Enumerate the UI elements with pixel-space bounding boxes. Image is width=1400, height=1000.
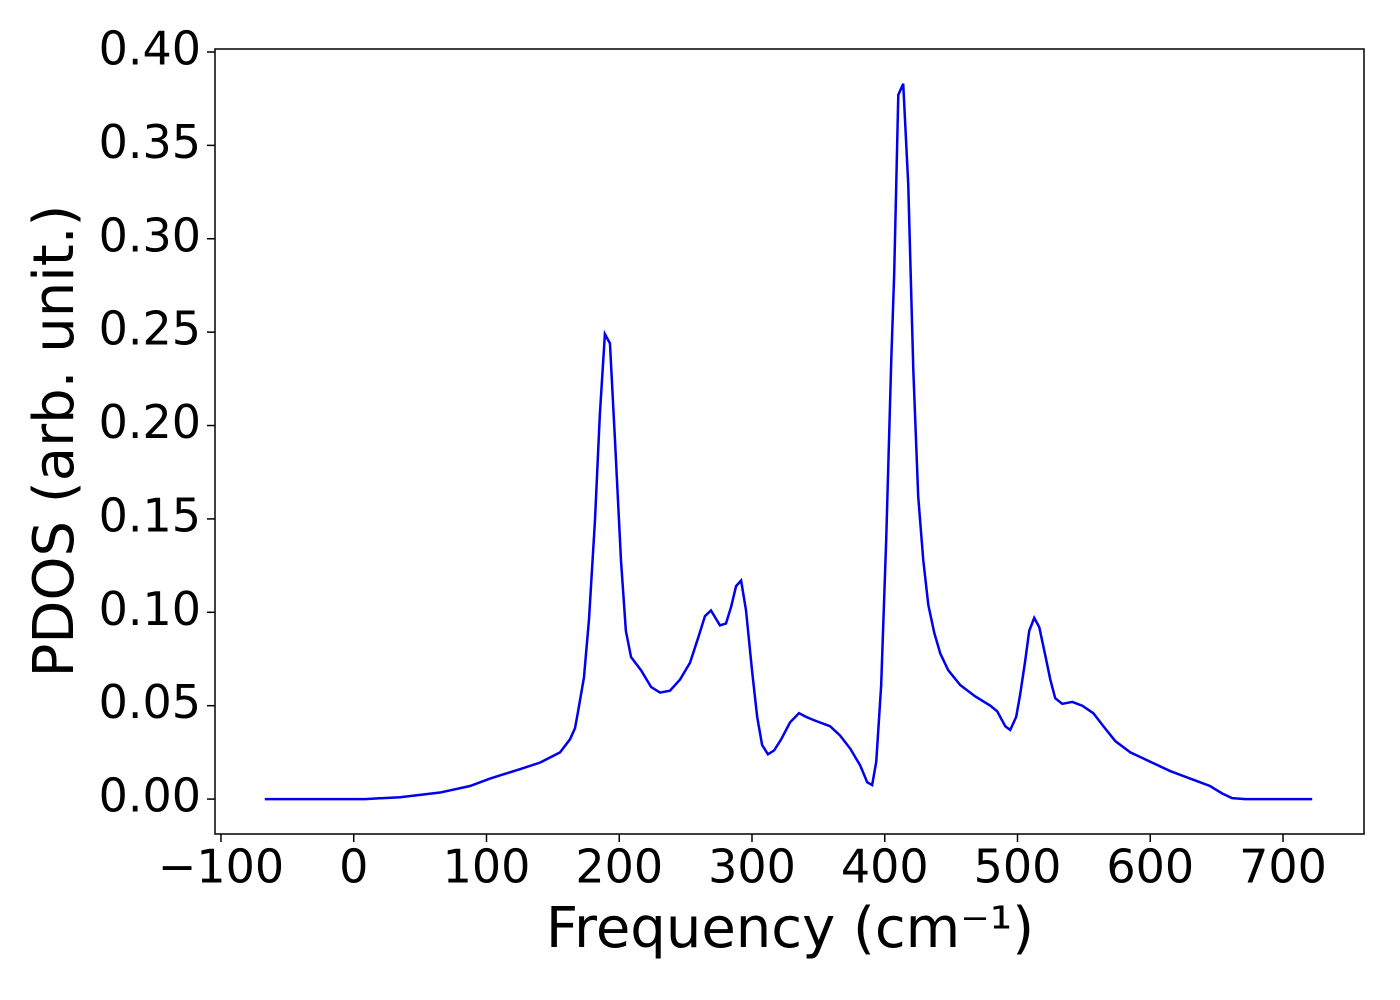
- x-tick-label: −100: [158, 840, 284, 894]
- plot-frame: [214, 48, 1365, 835]
- y-tick-label: 0.00: [99, 769, 201, 823]
- y-tick-label: 0.20: [99, 395, 201, 449]
- y-tick-label: 0.40: [99, 21, 201, 75]
- y-tick-label: 0.10: [99, 582, 201, 636]
- x-tick-label: 0: [339, 840, 368, 894]
- x-tick-label: 300: [708, 840, 796, 894]
- x-tick-label: 400: [841, 840, 929, 894]
- x-tick-label: 100: [443, 840, 531, 894]
- y-tick-label: 0.05: [99, 675, 201, 729]
- y-tick-label: 0.30: [99, 208, 201, 262]
- line: [264, 83, 1313, 801]
- y-tick-label: 0.35: [99, 115, 201, 169]
- y-tick-label: 0.15: [99, 488, 201, 542]
- x-axis-label: Frequency (cm⁻¹): [546, 896, 1034, 961]
- x-tick-label: 700: [1239, 840, 1327, 894]
- x-tick-label: 200: [575, 840, 663, 894]
- x-tick-label: 500: [974, 840, 1062, 894]
- y-axis-label: PDOS (arb. unit.): [22, 205, 87, 678]
- x-tick-label: 600: [1106, 840, 1194, 894]
- y-tick-label: 0.25: [99, 302, 201, 356]
